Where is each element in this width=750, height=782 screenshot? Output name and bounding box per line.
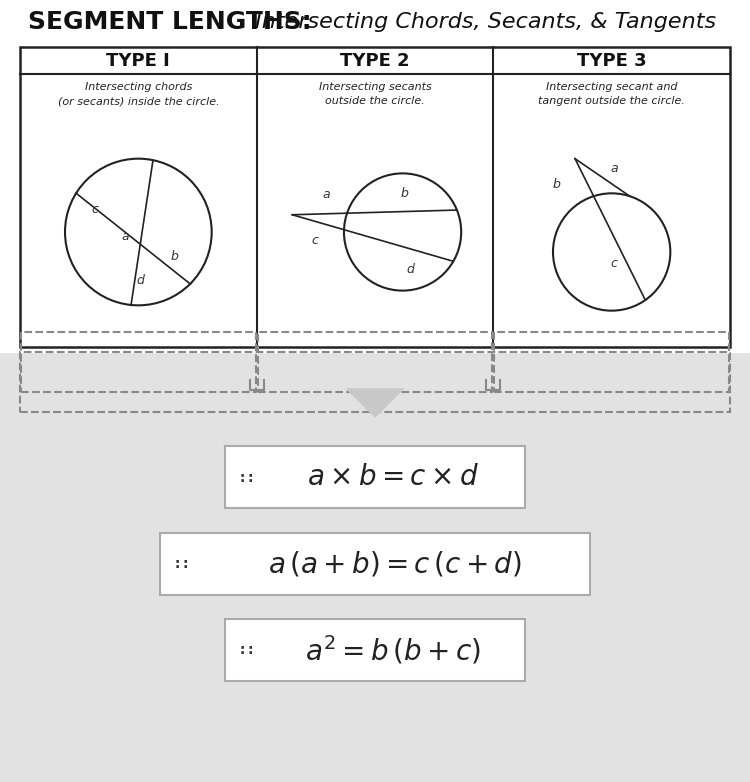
Text: $a\,(a + b) = c\,(c + d)$: $a\,(a + b) = c\,(c + d)$	[268, 550, 522, 579]
Text: b: b	[170, 249, 178, 263]
Text: d: d	[136, 274, 145, 286]
Bar	[0, 352, 750, 782]
Text: c: c	[610, 257, 617, 270]
Text: $a^2 = b\,(b + c)$: $a^2 = b\,(b + c)$	[305, 633, 481, 666]
Bar	[494, 332, 729, 392]
Bar	[258, 332, 492, 392]
Text: b: b	[552, 178, 560, 191]
Text: Intersecting chords
(or secants) inside the circle.: Intersecting chords (or secants) inside …	[58, 82, 219, 106]
FancyBboxPatch shape	[160, 533, 590, 595]
Text: ::: ::	[238, 469, 256, 485]
Text: TYPE 2: TYPE 2	[340, 52, 410, 70]
Bar	[20, 352, 730, 412]
Text: a: a	[322, 188, 330, 201]
Bar	[21, 332, 256, 392]
Text: c: c	[92, 203, 98, 216]
Bar	[0, 0, 750, 352]
Polygon shape	[347, 389, 403, 417]
Text: ::: ::	[238, 643, 256, 658]
Text: TYPE I: TYPE I	[106, 52, 170, 70]
Text: $a \times b = c \times d$: $a \times b = c \times d$	[307, 463, 479, 491]
Text: Intersecting secants
outside the circle.: Intersecting secants outside the circle.	[319, 82, 431, 106]
Text: a: a	[610, 162, 618, 175]
Text: SEGMENT LENGTHS:: SEGMENT LENGTHS:	[28, 10, 312, 34]
Text: c: c	[312, 234, 319, 246]
FancyBboxPatch shape	[225, 619, 525, 681]
Text: ::: ::	[172, 557, 191, 572]
Text: b: b	[401, 187, 409, 200]
Text: a: a	[122, 230, 130, 243]
FancyBboxPatch shape	[225, 446, 525, 508]
Text: d: d	[407, 263, 415, 276]
Bar	[20, 47, 730, 347]
Text: Intersecting secant and
tangent outside the circle.: Intersecting secant and tangent outside …	[538, 82, 685, 106]
Text: Intersecting Chords, Secants, & Tangents: Intersecting Chords, Secants, & Tangents	[248, 12, 716, 32]
Text: TYPE 3: TYPE 3	[577, 52, 646, 70]
